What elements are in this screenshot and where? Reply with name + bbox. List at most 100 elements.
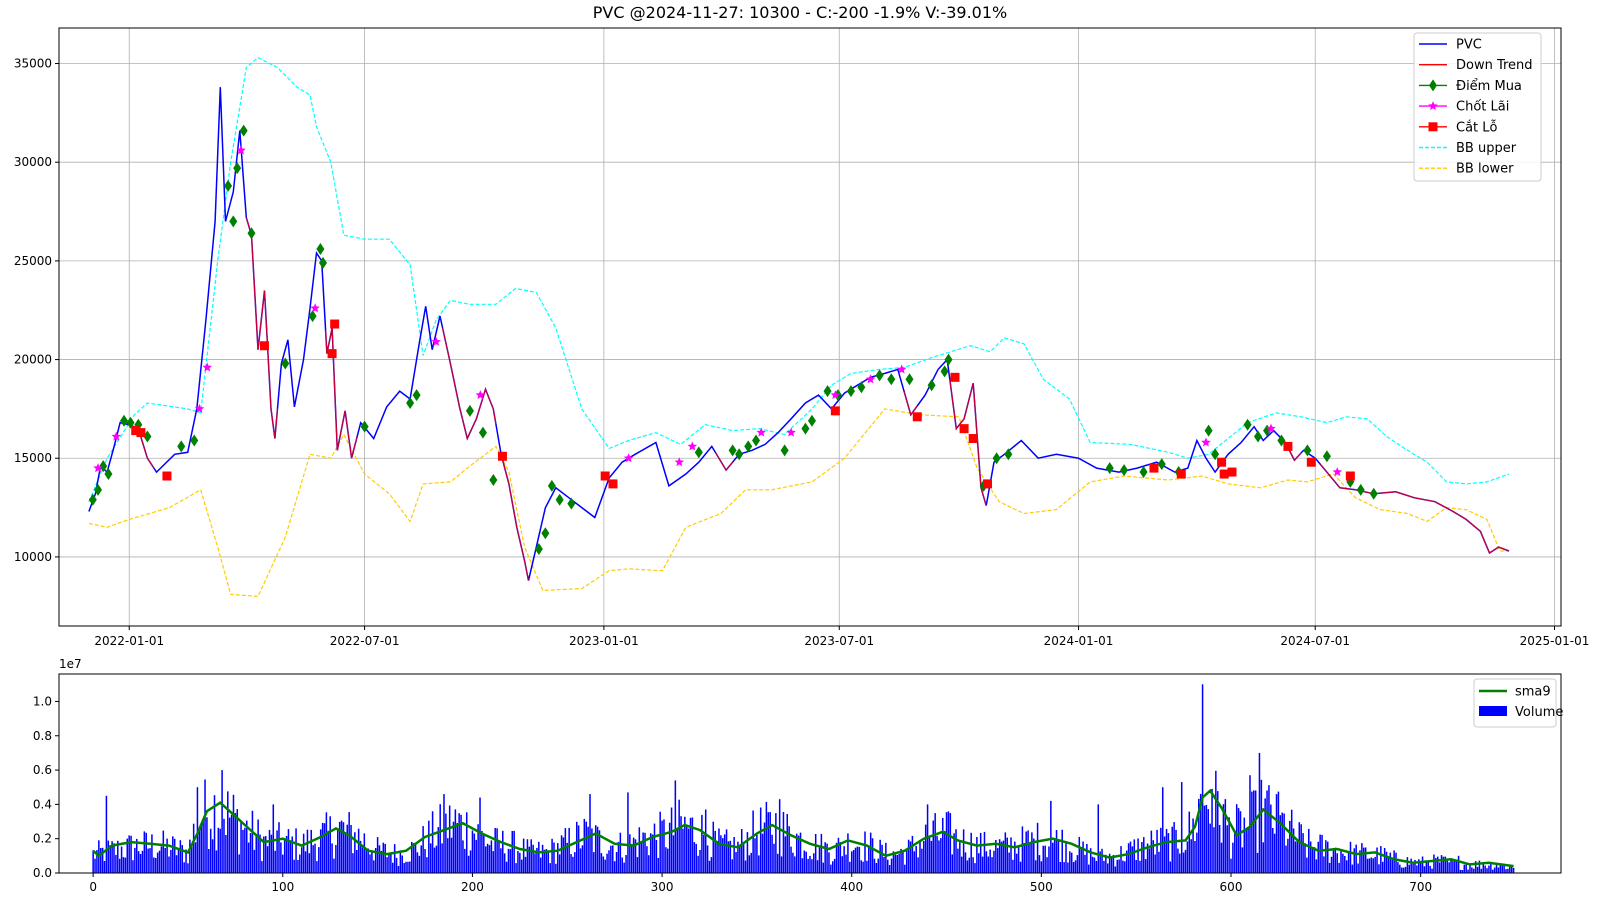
volume-bar [979,832,982,873]
volume-bar [919,840,921,873]
volume-bar [1184,849,1187,873]
volume-bar [653,823,656,873]
volume-bar [367,848,369,873]
stop-loss-marker [1345,471,1355,481]
volume-bar [991,857,993,873]
volume-scale-label: 1e7 [59,657,82,671]
volume-bar [1179,853,1181,873]
volume-bar [1105,854,1107,873]
volume-bar [416,852,419,873]
volume-bar [1264,798,1266,873]
volume-bar [526,839,529,873]
volume-bar [1198,798,1200,873]
volume-bar [778,799,781,873]
buy-point-marker [233,162,242,175]
take-profit-marker [202,362,212,372]
volume-bar [744,860,747,873]
stop-loss-marker [327,349,337,359]
volume-bar [458,813,460,873]
volume-bar [141,850,144,873]
volume-bar [1249,775,1251,873]
volume-bar [1167,833,1170,873]
volume-bar [1036,822,1039,873]
volume-bar [1452,861,1454,873]
price-y-tick-label: 20000 [14,353,52,367]
volume-bar [1129,841,1132,873]
volume-bar [786,814,788,873]
volume-bar [1279,815,1282,873]
buy-point-marker [1004,448,1013,461]
take-profit-marker [687,441,698,451]
volume-bar [850,851,853,873]
volume-bar [318,847,320,873]
volume-bar [401,855,404,873]
volume-bar [623,862,625,873]
volume-bar [120,846,123,873]
price-legend-label: Down Trend [1456,58,1533,73]
volume-bar [752,810,754,873]
volume-bar [1004,832,1007,873]
volume-bar [794,856,796,873]
take-profit-marker [674,457,685,467]
volume-bar [206,817,208,873]
buy-point-marker [360,420,369,433]
volume-bar [257,819,259,873]
volume-bar [985,851,988,873]
volume-bar [1082,841,1084,873]
stop-loss-marker [983,479,993,489]
volume-bar [1192,818,1194,873]
stop-loss-marker [330,319,340,329]
volume-bar [1465,864,1467,873]
volume-bar [266,846,269,873]
volume-bar [712,821,715,873]
volume-bar [1186,841,1189,873]
volume-bar [894,854,897,873]
volume-bar [1127,843,1130,873]
volume-bar [242,829,244,873]
volume-bar [1380,846,1382,873]
volume-bar [987,856,990,873]
bb-lower-line [88,408,1509,598]
volume-bar [181,845,184,873]
volume-bar [1262,842,1265,873]
volume-bar [1400,867,1403,873]
sma9-layer [92,788,1514,868]
volume-bar [756,834,758,873]
volume-bar [1431,868,1433,873]
volume-bar [803,850,806,873]
volume-bar [1423,866,1426,873]
volume-bar [1213,827,1215,873]
volume-bar [420,845,422,873]
stop-loss-layer [131,319,1355,489]
volume-bar [194,842,197,873]
volume-bar [784,836,787,873]
volume-y-tick-label: 0.4 [33,797,52,811]
buy-point-marker [857,381,866,394]
volume-bar [473,833,476,873]
volume-bar [1046,857,1048,873]
buy-point-marker [807,414,816,427]
volume-bar [579,848,582,873]
buy-point-marker [905,373,914,386]
volume-bar [1017,846,1020,873]
volume-bar [1029,844,1031,873]
volume-y-tick-label: 1.0 [33,694,52,708]
volume-bar [634,839,637,873]
volume-bar [234,813,237,873]
volume-bar [509,849,512,873]
volume-bar [907,839,910,873]
volume-bar [492,851,495,873]
buy-point-marker [547,479,556,492]
volume-bar [122,857,125,873]
buy-point-marker [88,493,97,506]
volume-bar [1402,867,1405,873]
volume-bar [1340,851,1342,873]
volume-bar [134,847,136,873]
volume-bar [940,838,942,873]
volume-bar [1397,862,1399,873]
volume-bar [871,838,874,873]
volume-bar [264,836,267,873]
volume-bar [447,838,449,873]
buy-point-marker [478,426,487,439]
volume-bar [374,848,377,873]
